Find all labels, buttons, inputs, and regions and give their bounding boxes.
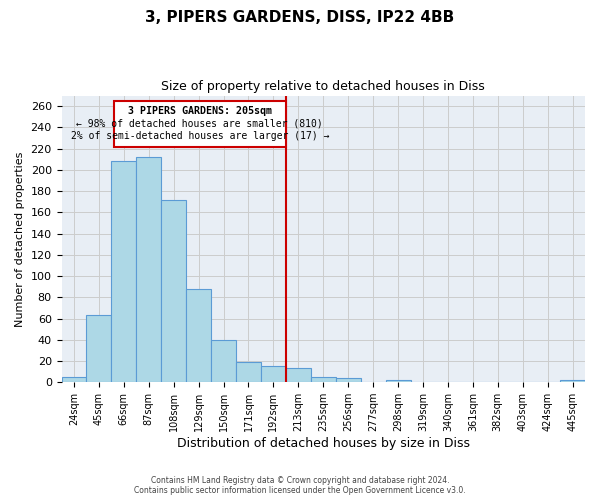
Bar bbox=[136, 157, 161, 382]
Text: 3 PIPERS GARDENS: 205sqm: 3 PIPERS GARDENS: 205sqm bbox=[128, 106, 272, 116]
Bar bbox=[86, 316, 112, 382]
Bar bbox=[336, 378, 361, 382]
Bar bbox=[161, 200, 186, 382]
FancyBboxPatch shape bbox=[114, 101, 286, 146]
Text: Contains HM Land Registry data © Crown copyright and database right 2024.
Contai: Contains HM Land Registry data © Crown c… bbox=[134, 476, 466, 495]
Text: ← 98% of detached houses are smaller (810): ← 98% of detached houses are smaller (81… bbox=[76, 118, 323, 128]
Bar bbox=[311, 377, 336, 382]
Bar bbox=[236, 362, 261, 382]
Bar bbox=[62, 377, 86, 382]
Text: 3, PIPERS GARDENS, DISS, IP22 4BB: 3, PIPERS GARDENS, DISS, IP22 4BB bbox=[145, 10, 455, 25]
Bar bbox=[560, 380, 585, 382]
X-axis label: Distribution of detached houses by size in Diss: Distribution of detached houses by size … bbox=[177, 437, 470, 450]
Bar bbox=[112, 162, 136, 382]
Title: Size of property relative to detached houses in Diss: Size of property relative to detached ho… bbox=[161, 80, 485, 93]
Y-axis label: Number of detached properties: Number of detached properties bbox=[15, 151, 25, 326]
Bar bbox=[386, 380, 410, 382]
Bar bbox=[211, 340, 236, 382]
Text: 2% of semi-detached houses are larger (17) →: 2% of semi-detached houses are larger (1… bbox=[71, 132, 329, 141]
Bar bbox=[261, 366, 286, 382]
Bar bbox=[186, 289, 211, 382]
Bar bbox=[286, 368, 311, 382]
